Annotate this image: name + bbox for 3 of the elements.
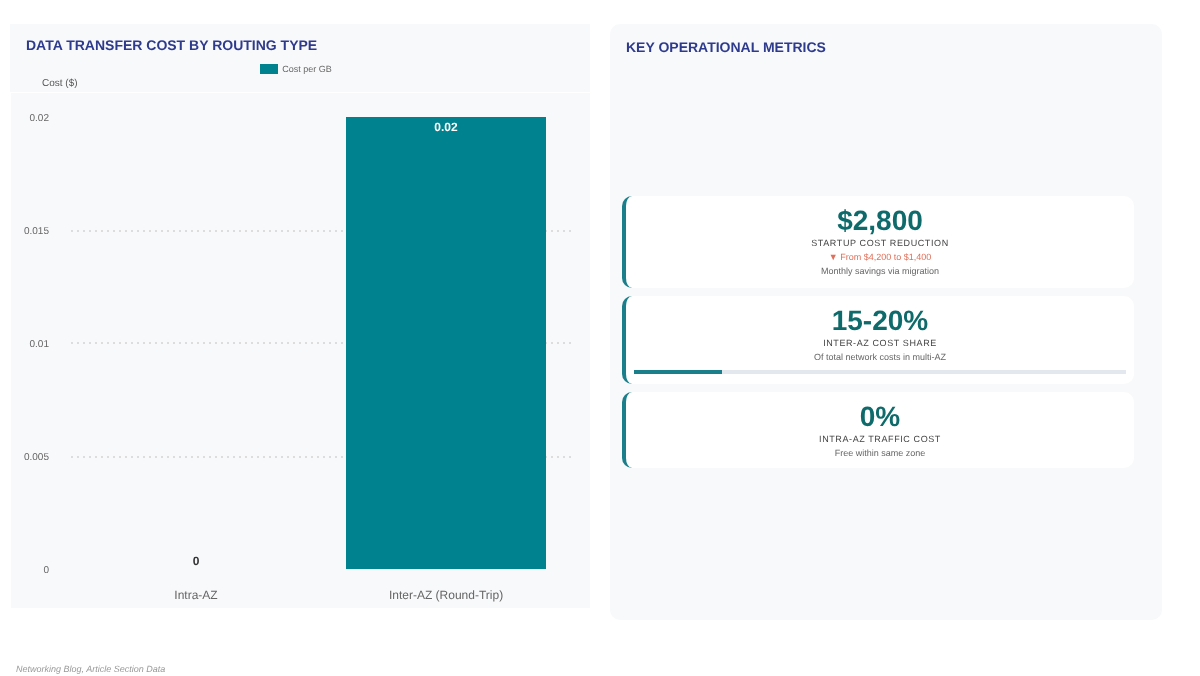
text: 15-20% bbox=[829, 303, 931, 336]
text: $2,800 bbox=[835, 204, 925, 236]
text: 0% bbox=[857, 399, 903, 432]
